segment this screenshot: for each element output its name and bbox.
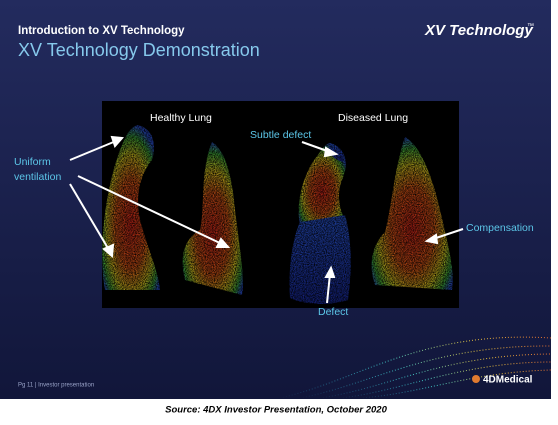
decorative-waves [279,336,552,399]
brand-icon [472,375,480,383]
arrowhead [215,237,231,248]
annotation-uniform: Uniform [14,156,51,168]
arrow [69,183,110,251]
page-number: Pg 11 | Investor presentation [18,383,94,389]
healthy-lung-side [182,142,243,295]
wave [299,345,552,399]
brand: 4DMedical [483,375,533,386]
diseased-label: Diseased Lung [338,112,408,124]
arrow [326,273,331,304]
lung-scans [102,125,453,304]
slide-title: XV Technology Demonstration [18,40,260,60]
annotation-compensation: Compensation [466,222,534,234]
wave [279,336,552,399]
arrow [77,175,223,245]
logo: XV Technology [424,22,533,39]
logo-mark: ™ [527,23,534,30]
arrowhead [324,265,336,278]
subtle-defect-region [328,143,344,162]
annotation-uniform: ventilation [14,171,61,183]
arrow [432,228,464,240]
caption: Source: 4DX Investor Presentation, Octob… [165,405,387,416]
arrow [69,140,117,161]
slide-subtitle: Introduction to XV Technology [18,25,185,37]
healthy-label: Healthy Lung [150,112,212,124]
healthy-lung-front [102,125,160,290]
arrowhead [323,146,339,158]
arrows [69,135,464,304]
arrowhead [424,233,439,245]
diseased-lung-side [371,137,453,290]
annotation-defect: Defect [318,306,348,318]
defect-region [289,215,351,304]
wave [359,369,552,399]
annotation-subtle-defect: Subtle defect [250,129,311,141]
diseased-lung-front [298,143,346,225]
arrowhead [110,135,125,148]
arrowhead [102,243,115,259]
wave [339,361,552,399]
